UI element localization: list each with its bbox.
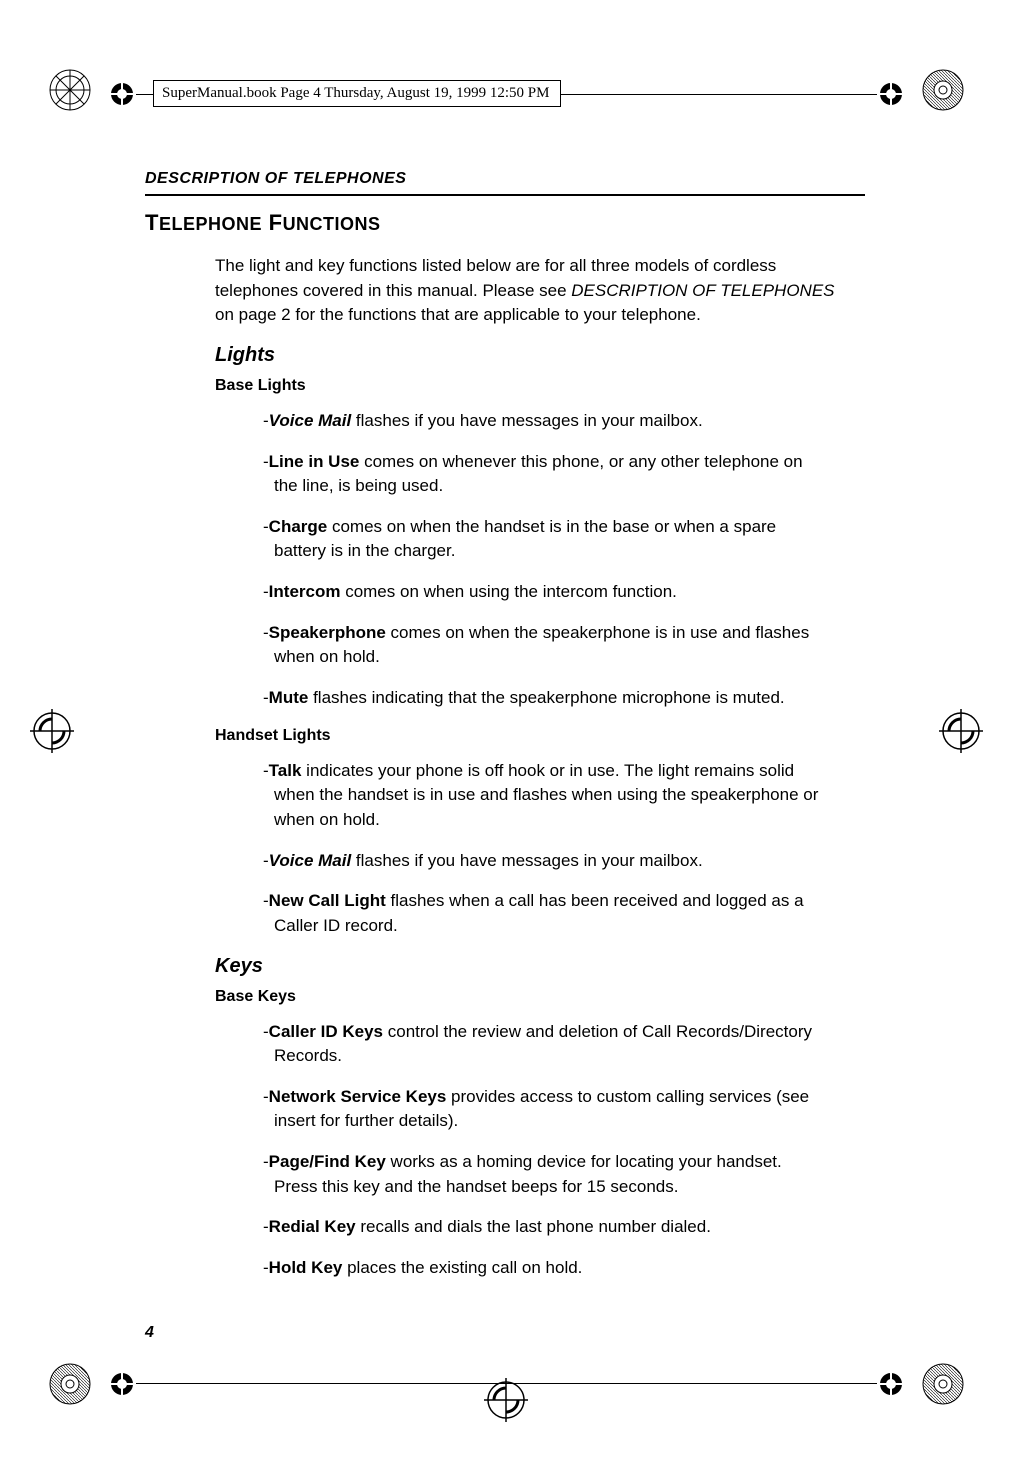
reg-dot-icon bbox=[877, 80, 905, 108]
reg-dot-icon bbox=[108, 80, 136, 108]
item-lead: Intercom bbox=[269, 582, 341, 601]
title-part: T bbox=[145, 210, 159, 235]
header-stamp-text: SuperManual.book Page 4 Thursday, August… bbox=[162, 85, 550, 101]
item-rest: indicates your phone is off hook or in u… bbox=[274, 761, 818, 829]
running-head: DESCRIPTION OF TELEPHONES bbox=[145, 170, 865, 196]
title-part: UNCTIONS bbox=[283, 214, 381, 234]
reg-star-icon bbox=[48, 68, 92, 112]
list-item: -Charge comes on when the handset is in … bbox=[263, 515, 823, 564]
reg-dot-icon bbox=[108, 1370, 136, 1398]
intro-ital: DESCRIPTION OF TELEPHONES bbox=[571, 281, 834, 300]
base-lights-list: -Voice Mail flashes if you have messages… bbox=[263, 409, 823, 711]
content-area: DESCRIPTION OF TELEPHONES TELEPHONE FUNC… bbox=[145, 170, 865, 1297]
item-rest: flashes if you have messages in your mai… bbox=[351, 851, 703, 870]
item-rest: flashes indicating that the speakerphone… bbox=[308, 688, 784, 707]
item-lead: Voice Mail bbox=[269, 851, 352, 870]
item-lead: Talk bbox=[269, 761, 302, 780]
list-item: -Network Service Keys provides access to… bbox=[263, 1085, 823, 1134]
handset-lights-list: -Talk indicates your phone is off hook o… bbox=[263, 759, 823, 939]
item-lead: Page/Find Key bbox=[269, 1152, 386, 1171]
intro-paragraph: The light and key functions listed below… bbox=[215, 254, 835, 328]
item-lead: Mute bbox=[269, 688, 309, 707]
item-lead: Redial Key bbox=[269, 1217, 356, 1236]
page: SuperManual.book Page 4 Thursday, August… bbox=[0, 0, 1013, 1462]
item-rest: places the existing call on hold. bbox=[342, 1258, 582, 1277]
list-item: -Mute flashes indicating that the speake… bbox=[263, 686, 823, 711]
list-item: -Line in Use comes on whenever this phon… bbox=[263, 450, 823, 499]
section-title: TELEPHONE FUNCTIONS bbox=[145, 210, 865, 236]
title-part: F bbox=[269, 210, 283, 235]
item-lead: Speakerphone bbox=[269, 623, 386, 642]
reg-cross-icon bbox=[484, 1378, 528, 1422]
list-item: -Voice Mail flashes if you have messages… bbox=[263, 849, 823, 874]
reg-dot-icon bbox=[877, 1370, 905, 1398]
title-part: ELEPHONE bbox=[159, 214, 262, 234]
item-lead: Charge bbox=[269, 517, 328, 536]
handset-lights-heading: Handset Lights bbox=[215, 727, 835, 745]
list-item: -New Call Light flashes when a call has … bbox=[263, 889, 823, 938]
reg-star-icon bbox=[48, 1362, 92, 1406]
item-rest: flashes if you have messages in your mai… bbox=[351, 411, 703, 430]
intro-mid: on page 2 bbox=[215, 305, 295, 324]
item-lead: Hold Key bbox=[269, 1258, 343, 1277]
intro-post: for the functions that are applicable to… bbox=[295, 305, 700, 324]
list-item: -Page/Find Key works as a homing device … bbox=[263, 1150, 823, 1199]
base-keys-heading: Base Keys bbox=[215, 988, 835, 1006]
item-lead: New Call Light bbox=[269, 891, 386, 910]
item-lead: Caller ID Keys bbox=[269, 1022, 383, 1041]
list-item: -Hold Key places the existing call on ho… bbox=[263, 1256, 823, 1281]
item-lead: Line in Use bbox=[269, 452, 360, 471]
item-rest: recalls and dials the last phone number … bbox=[356, 1217, 711, 1236]
list-item: -Speakerphone comes on when the speakerp… bbox=[263, 621, 823, 670]
list-item: -Intercom comes on when using the interc… bbox=[263, 580, 823, 605]
item-rest: comes on when using the intercom functio… bbox=[340, 582, 676, 601]
lights-heading: Lights bbox=[215, 344, 835, 367]
reg-star-icon bbox=[921, 68, 965, 112]
reg-cross-icon bbox=[939, 709, 983, 753]
list-item: -Caller ID Keys control the review and d… bbox=[263, 1020, 823, 1069]
reg-cross-icon bbox=[30, 709, 74, 753]
list-item: -Talk indicates your phone is off hook o… bbox=[263, 759, 823, 833]
base-keys-list: -Caller ID Keys control the review and d… bbox=[263, 1020, 823, 1281]
header-stamp: SuperManual.book Page 4 Thursday, August… bbox=[153, 80, 561, 107]
item-lead: Network Service Keys bbox=[269, 1087, 447, 1106]
page-number: 4 bbox=[145, 1324, 154, 1342]
item-lead: Voice Mail bbox=[269, 411, 352, 430]
item-rest: comes on when the handset is in the base… bbox=[274, 517, 776, 561]
body-block: The light and key functions listed below… bbox=[215, 254, 835, 1281]
keys-heading: Keys bbox=[215, 955, 835, 978]
list-item: -Voice Mail flashes if you have messages… bbox=[263, 409, 823, 434]
reg-star-icon bbox=[921, 1362, 965, 1406]
base-lights-heading: Base Lights bbox=[215, 377, 835, 395]
list-item: -Redial Key recalls and dials the last p… bbox=[263, 1215, 823, 1240]
